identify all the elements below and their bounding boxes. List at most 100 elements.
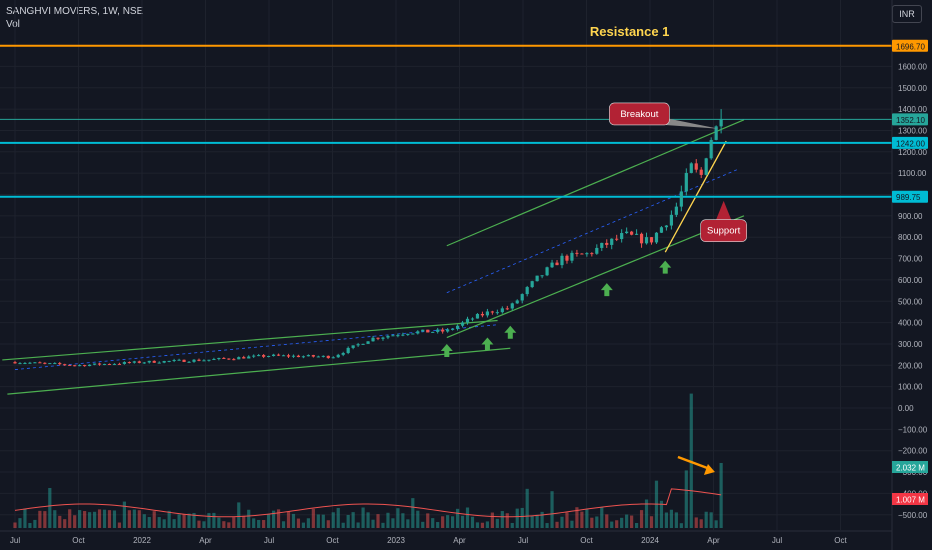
candle-body <box>107 363 112 365</box>
candle-body <box>262 355 266 357</box>
candle-body <box>182 359 186 362</box>
candle-body <box>276 354 281 356</box>
candle-body <box>714 126 718 140</box>
volume-bar <box>162 519 166 528</box>
candle-body <box>421 329 425 332</box>
candle-body <box>237 357 241 360</box>
candle-body <box>217 357 221 360</box>
volume-bar <box>28 523 32 528</box>
volume-bar <box>301 522 306 528</box>
y-tick-label: 500.00 <box>898 297 923 306</box>
candle-body <box>281 355 286 357</box>
volume-bar <box>610 521 614 528</box>
candle-body <box>127 362 131 364</box>
candle-body <box>401 334 405 336</box>
candle-body <box>654 232 659 243</box>
volume-tag-label: 1.007 M <box>896 496 925 505</box>
volume-bar <box>192 513 196 528</box>
volume-bar <box>107 510 112 528</box>
candle-body <box>242 357 246 359</box>
volume-bar <box>127 510 131 528</box>
candle-body <box>13 362 17 364</box>
volume-bar <box>48 488 52 528</box>
candlesticks <box>13 109 723 367</box>
candle-body <box>709 139 713 159</box>
candle-body <box>162 361 166 363</box>
volume-bar <box>485 521 490 528</box>
volume-bar <box>580 511 584 528</box>
candle-body <box>336 354 340 358</box>
volume-bar <box>634 522 639 528</box>
volume-bar <box>286 511 291 528</box>
candle-body <box>391 335 395 337</box>
candle-body <box>326 355 330 359</box>
candle-body <box>625 231 629 234</box>
y-tick-label: 0.00 <box>898 404 914 413</box>
volume-bar <box>182 514 186 528</box>
chart-header: SANGHVI MOVERS, 1W, NSE Vol <box>6 5 143 31</box>
volume-bar <box>326 520 330 528</box>
candle-body <box>679 191 683 207</box>
volume-tag-label: 2.032 M <box>896 464 925 473</box>
volume-bar <box>167 510 171 528</box>
y-tick-label: 600.00 <box>898 276 923 285</box>
volume-bar <box>381 522 385 528</box>
candle-body <box>644 237 649 244</box>
x-tick-label: Apr <box>707 536 720 545</box>
up-arrow-icon <box>440 343 453 357</box>
volume-bar <box>465 507 470 528</box>
volume-bar <box>23 508 27 528</box>
candle-body <box>207 359 211 361</box>
volume-bar <box>321 514 325 528</box>
breakout-callout <box>609 102 670 126</box>
candle-body <box>97 363 102 365</box>
volume-bar <box>684 470 688 528</box>
candle-body <box>455 325 460 329</box>
y-tick-label: 400.00 <box>898 319 923 328</box>
volume-bar <box>625 514 629 528</box>
price-tag-box <box>892 190 928 203</box>
candle-body <box>247 356 251 359</box>
candle-body <box>227 358 231 360</box>
volume-bar <box>590 517 594 528</box>
candle-body <box>172 360 176 362</box>
volume-bar <box>247 509 251 528</box>
volume-indicator-label: Vol <box>6 19 20 30</box>
upper-channel-mid-line <box>446 168 740 294</box>
volume-bar <box>291 513 296 528</box>
volume-bar <box>152 511 156 528</box>
candle-body <box>674 206 678 215</box>
candle-body <box>117 363 122 365</box>
support-label: Support <box>707 226 741 237</box>
volume-bar <box>132 509 136 528</box>
volume-bar <box>545 523 549 528</box>
volume-bar <box>202 521 206 528</box>
candle-body <box>187 361 191 363</box>
price-tag-label: 1352.10 <box>896 116 925 125</box>
price-tag-label: 1696.70 <box>896 42 925 51</box>
candle-body <box>197 359 201 361</box>
volume-bar <box>620 517 624 528</box>
x-tick-label: Oct <box>72 536 85 545</box>
x-tick-label: Oct <box>326 536 339 545</box>
candle-body <box>620 233 624 240</box>
volume-bar <box>83 511 87 528</box>
horizontal-levels <box>0 44 892 198</box>
candle-body <box>38 362 42 364</box>
up-arrow-icon <box>481 337 494 351</box>
candle-body <box>58 363 62 365</box>
volume-bar <box>371 519 375 528</box>
volume-ma-line <box>14 488 722 518</box>
volume-bar <box>351 512 355 528</box>
volume-bar <box>416 510 420 528</box>
x-tick-label: 2024 <box>641 536 659 545</box>
candle-body <box>669 214 673 226</box>
x-tick-label: Apr <box>199 536 212 545</box>
volume-bar <box>33 519 37 528</box>
volume-bar <box>555 521 559 528</box>
x-tick-label: 2023 <box>387 536 405 545</box>
volume-bar <box>446 515 450 528</box>
volume-bar <box>252 518 256 528</box>
candle-body <box>475 313 480 319</box>
